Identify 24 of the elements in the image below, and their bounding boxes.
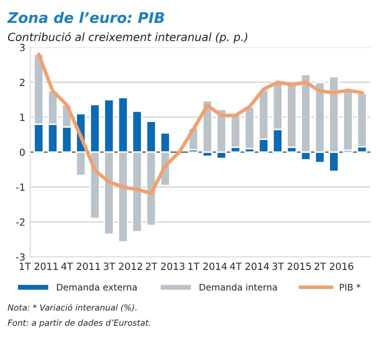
y-tick-label: 1 xyxy=(20,114,24,121)
y-tick-label: -2 xyxy=(16,218,24,226)
x-tick-label: 2T 2016 xyxy=(314,262,354,270)
x-tick-label: 3T 2015 xyxy=(272,262,311,270)
legend-label: Demanda interna xyxy=(200,284,277,291)
x-tick-label: 2T 2013 xyxy=(146,262,184,270)
y-tick-label: -1 xyxy=(16,184,24,191)
x-tick-label: 4T 2011 xyxy=(61,262,100,270)
x-tick-label: 1T 2011 xyxy=(20,262,58,270)
bar xyxy=(244,106,255,150)
x-tick-label: 3T 2012 xyxy=(104,262,142,270)
chart-subtitle: Contribució al creixement interanual (p. p.) xyxy=(8,32,248,44)
y-tick-label: 0 xyxy=(20,148,25,156)
line-series xyxy=(36,52,364,196)
y-tick-label: -3 xyxy=(16,253,25,261)
text: Font: a partir de dades d’Eurostat. xyxy=(8,319,150,328)
y-tick-label: 3 xyxy=(20,44,25,52)
legend-label: PIB * xyxy=(340,284,360,290)
y-tick-label: 2 xyxy=(20,78,24,86)
text: Nota: * Variació interanual (%). xyxy=(8,304,136,312)
chart-title: Zona de l’euro: PIB xyxy=(7,12,164,24)
legend-label: Demanda externa xyxy=(56,284,137,291)
x-tick-label: 4T 2014 xyxy=(230,262,269,270)
x-tick-label: 1T 2014 xyxy=(188,262,227,270)
